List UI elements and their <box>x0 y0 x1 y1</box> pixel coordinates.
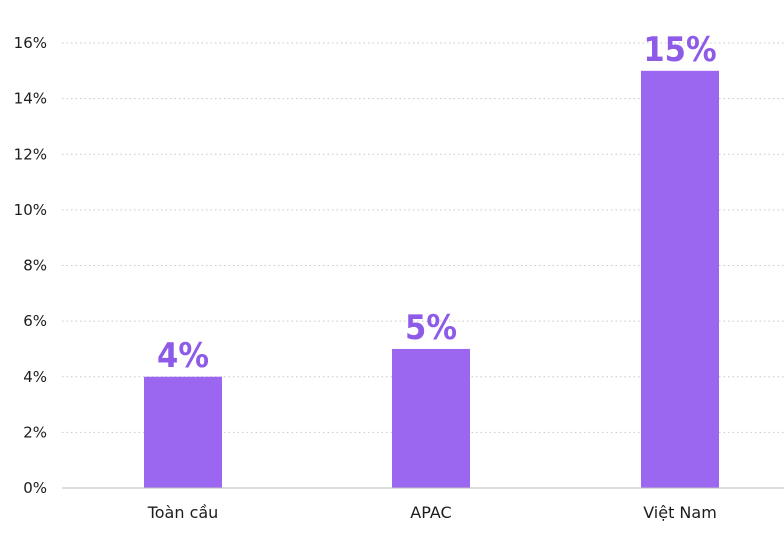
y-tick-label: 14% <box>14 90 47 108</box>
category-label: Việt Nam <box>643 503 717 522</box>
bar <box>641 70 719 488</box>
bars <box>144 70 719 488</box>
y-tick-label: 12% <box>14 145 47 163</box>
y-tick-label: 10% <box>14 201 47 219</box>
bar <box>392 348 470 488</box>
data-labels: 4% 5% 15% <box>157 30 717 376</box>
data-label: 5% <box>405 308 457 348</box>
y-tick-label: 0% <box>23 479 47 497</box>
y-tick-label: 4% <box>23 368 47 386</box>
y-tick-label: 8% <box>23 257 47 275</box>
category-label: APAC <box>410 503 451 522</box>
y-tick-label: 2% <box>23 423 47 441</box>
category-label: Toàn cầu <box>147 503 219 522</box>
bar <box>144 376 222 488</box>
y-axis-tick-labels: 0% 2% 4% 6% 8% 10% 12% 14% 16% <box>14 34 47 497</box>
x-axis-category-labels: Toàn cầu APAC Việt Nam <box>147 503 717 522</box>
y-tick-label: 6% <box>23 312 47 330</box>
data-label: 4% <box>157 336 209 376</box>
data-label: 15% <box>643 30 716 70</box>
y-tick-label: 16% <box>14 34 47 52</box>
